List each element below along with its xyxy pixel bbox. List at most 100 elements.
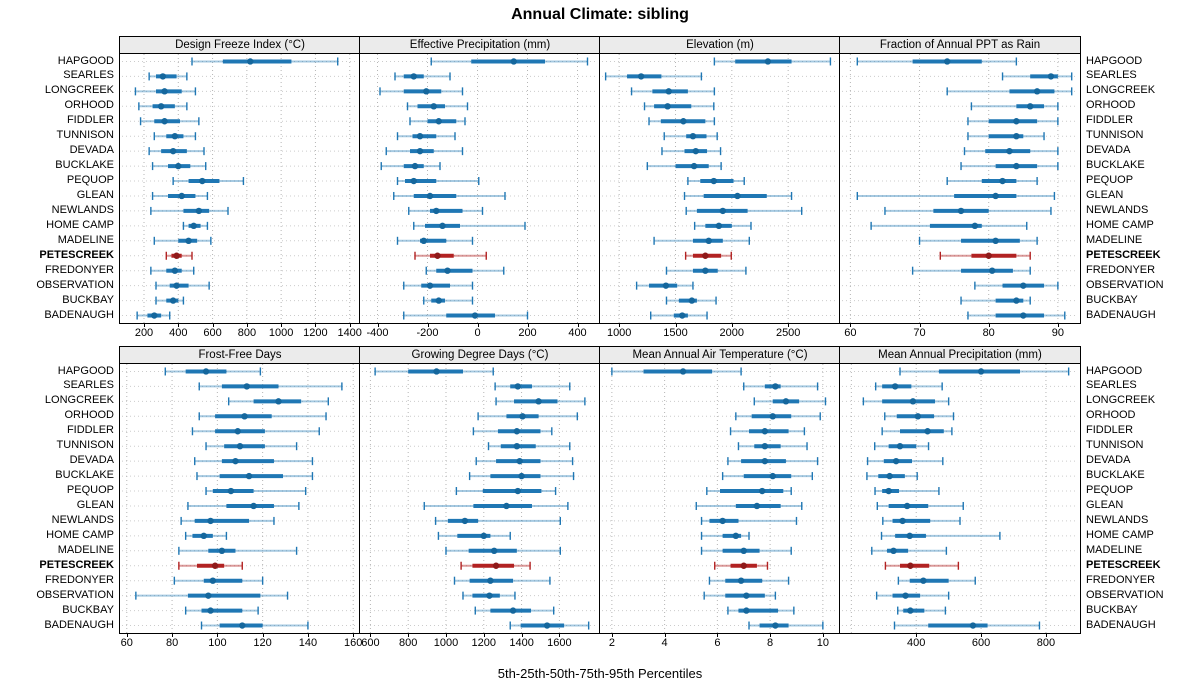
median-dot	[985, 252, 992, 259]
x-tick-label: 1400	[509, 637, 534, 649]
median-dot	[1020, 312, 1027, 319]
x-tick-label: 60	[844, 327, 857, 339]
series-bucklake	[380, 162, 441, 171]
x-tick-label: 8	[767, 637, 774, 649]
station-label-left-buckbay: BUCKBAY	[62, 293, 114, 306]
x-tick	[981, 633, 983, 637]
series-fredonyer	[665, 266, 747, 275]
x-tick-label: 0	[474, 327, 481, 339]
median-dot	[199, 177, 206, 185]
series-longcreek	[862, 397, 950, 406]
station-label-left-orhood: ORHOOD	[64, 99, 115, 112]
median-dot	[519, 413, 526, 420]
series-madeline	[153, 236, 212, 245]
series-tunnison	[205, 442, 298, 451]
median-dot	[492, 562, 500, 569]
station-label-left-petescreek: PETESCREEK	[39, 248, 114, 261]
median-dot	[232, 457, 239, 465]
x-tick-label: 1600	[547, 637, 572, 649]
panel-plot-mean-annual-precipitation-mm-	[842, 364, 1078, 633]
x-axis-fraction-of-annual-ppt-as-rain: 60 70 80 90	[840, 323, 1080, 340]
median-dot	[906, 532, 913, 540]
series-observation	[403, 281, 474, 290]
median-dot	[769, 472, 776, 480]
median-dot	[430, 103, 437, 110]
series-longcreek	[630, 87, 716, 96]
median-dot	[275, 398, 282, 405]
median-dot	[227, 487, 235, 495]
station-label-left-longcreek: LONGCREEK	[44, 84, 114, 97]
station-label-right-badenaugh: BADENAUGH	[1086, 308, 1156, 321]
x-tick	[408, 633, 410, 637]
panel-plot-growing-degree-days-c-	[362, 364, 598, 633]
station-label-left-bucklake: BUCKLAKE	[55, 469, 114, 482]
median-dot	[433, 368, 440, 375]
median-dot	[690, 162, 698, 170]
x-tick-label: 600	[203, 327, 222, 339]
median-dot	[234, 428, 241, 435]
series-newlands	[685, 206, 803, 215]
series-devada	[475, 457, 574, 466]
series-bucklake	[866, 472, 918, 481]
series-hapgood	[374, 367, 494, 376]
series-newlands	[408, 206, 484, 215]
median-dot	[426, 282, 434, 289]
x-tick-label: 70	[913, 327, 926, 339]
series-hapgood	[611, 367, 742, 376]
series-home-camp	[413, 221, 526, 230]
median-dot	[195, 207, 203, 215]
median-dot	[439, 222, 446, 230]
series-longcreek	[379, 87, 464, 96]
x-tick-label: 200	[518, 327, 537, 339]
series-hapgood	[430, 57, 589, 66]
station-label-right-tunnison: TUNNISON	[1086, 439, 1144, 452]
x-tick-label: 600	[971, 637, 991, 649]
median-dot	[209, 577, 217, 584]
series-longcreek	[753, 397, 827, 406]
x-tick	[281, 323, 283, 327]
x-axis-mean-annual-air-temperature-c-: 2 4 6 8 10	[600, 633, 840, 650]
x-tick	[675, 323, 677, 327]
station-label-right-searles: SEARLES	[1086, 379, 1137, 392]
series-fiddler	[967, 117, 1059, 126]
median-dot	[513, 428, 521, 435]
median-dot	[543, 622, 551, 629]
median-dot	[710, 177, 718, 185]
station-label-left-hapgood: HAPGOOD	[57, 364, 114, 377]
median-dot	[782, 398, 790, 405]
series-glean	[683, 191, 793, 200]
median-dot	[239, 622, 246, 629]
series-fredonyer	[150, 266, 195, 275]
x-axis-effective-precipitation-mm-: -400 -200 0 200 400	[360, 323, 600, 340]
series-badenaugh	[509, 621, 590, 630]
series-buckbay	[897, 606, 947, 615]
station-label-left-fiddler: FIDDLER	[66, 114, 114, 127]
series-badenaugh	[136, 311, 171, 320]
median-dot	[637, 73, 645, 80]
series-fredonyer	[708, 576, 790, 585]
series-bucklake	[196, 472, 314, 481]
x-axis-elevation-m-: 1000 1500 2000 2500	[600, 323, 840, 340]
median-dot	[503, 502, 510, 510]
station-label-right-hapgood: HAPGOOD	[1086, 364, 1143, 377]
series-glean	[856, 191, 1056, 200]
x-tick	[919, 323, 921, 327]
series-orhood	[884, 412, 955, 421]
panel-plot-fraction-of-annual-ppt-as-rain	[842, 54, 1078, 323]
station-label-right-fredonyer: FREDONYER	[1086, 573, 1156, 586]
median-dot	[1006, 147, 1013, 155]
series-badenaugh	[650, 311, 708, 320]
series-longcreek	[495, 397, 586, 406]
median-dot	[435, 118, 442, 125]
median-dot	[490, 547, 498, 555]
series-pequop	[706, 487, 792, 496]
station-label-left-longcreek: LONGCREEK	[44, 394, 114, 407]
series-searles	[604, 72, 703, 81]
median-dot	[902, 592, 909, 599]
median-dot	[211, 562, 219, 569]
station-label-right-longcreek: LONGCREEK	[1086, 394, 1156, 407]
median-dot	[202, 368, 210, 375]
median-dot	[410, 177, 417, 185]
series-fredonyer	[911, 266, 1031, 275]
